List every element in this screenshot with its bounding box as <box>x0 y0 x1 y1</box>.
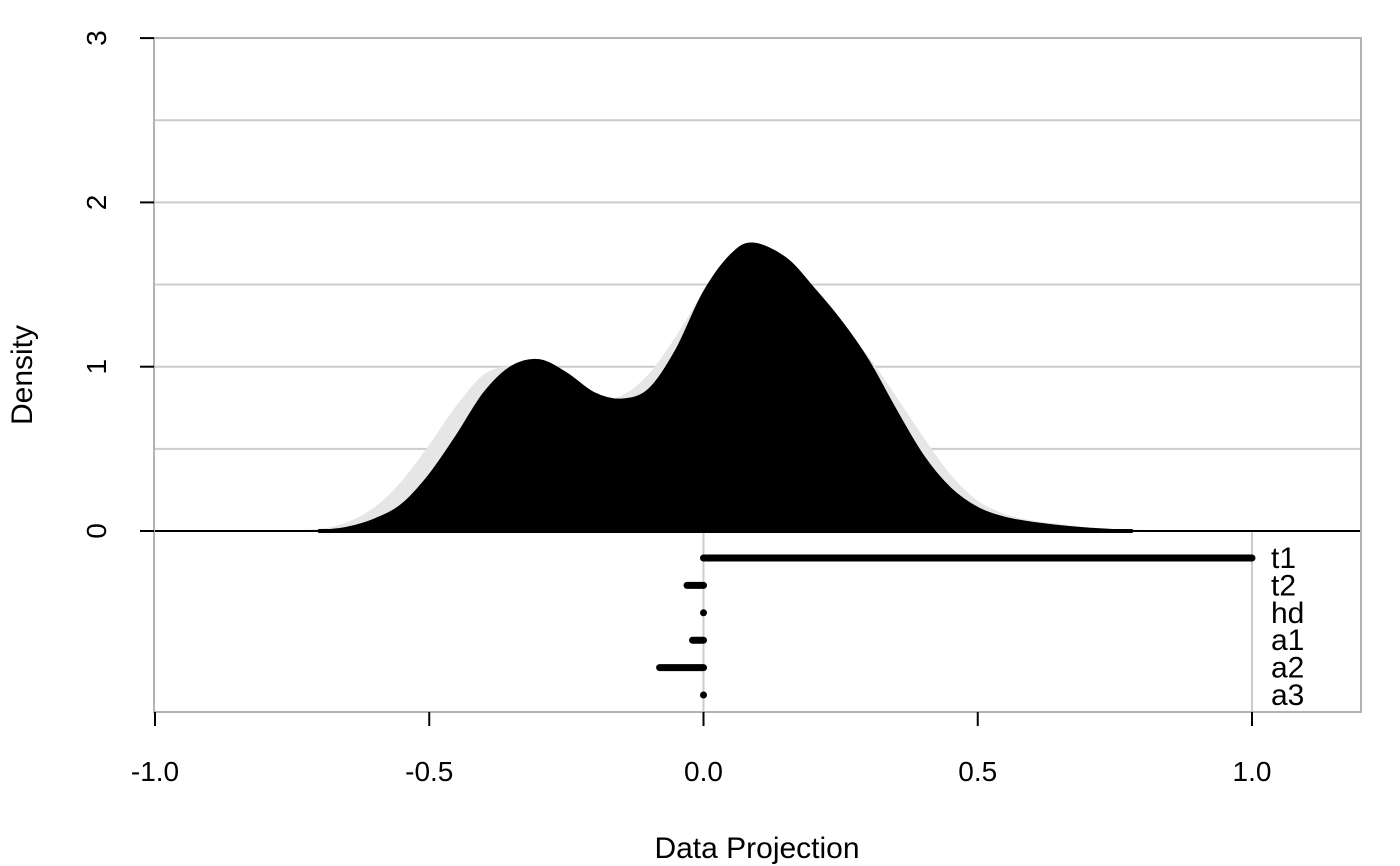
y-tick-label: 0 <box>81 523 112 539</box>
interval-point-hd <box>700 609 707 617</box>
interval-label: a3 <box>1271 679 1304 712</box>
x-tick-label: -0.5 <box>405 756 453 787</box>
x-tick-label: 0.0 <box>684 756 723 787</box>
x-tick-label: 0.5 <box>958 756 997 787</box>
interval-label: t1 <box>1271 542 1296 575</box>
y-tick-label: 1 <box>81 359 112 375</box>
density-series <box>154 242 1361 533</box>
interval-label: hd <box>1271 597 1304 630</box>
interval-label: a1 <box>1271 624 1304 657</box>
interval-label: a2 <box>1271 652 1304 685</box>
density-area <box>319 242 1132 532</box>
interval-point-a3 <box>700 691 707 699</box>
y-tick-label: 2 <box>81 195 112 211</box>
x-axis-title: Data Projection <box>654 832 859 865</box>
plot-border <box>153 37 1362 713</box>
x-tick-label: -1.0 <box>131 756 179 787</box>
interval-label: t2 <box>1271 569 1296 602</box>
x-tick-label: 1.0 <box>1233 756 1272 787</box>
axes: -1.0 -0.5 0.0 0.5 1.0 0 1 2 3 <box>81 30 1362 787</box>
y-axis-title: Density <box>6 325 39 425</box>
y-tick-label: 3 <box>81 30 112 46</box>
